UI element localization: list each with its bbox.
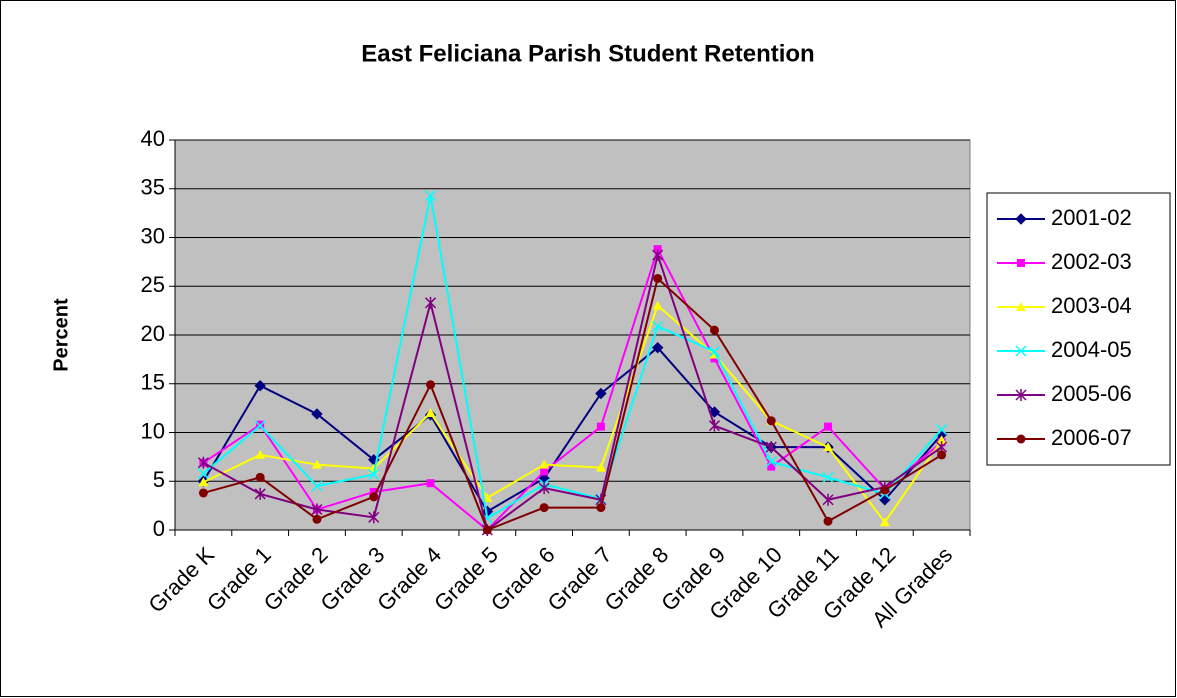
- marker: [879, 517, 890, 527]
- legend-label: 2002-03: [1051, 249, 1132, 274]
- marker: [595, 387, 607, 400]
- chart-title: East Feliciana Parish Student Retention: [361, 40, 814, 67]
- y-tick-label: 15: [141, 370, 165, 395]
- marker: [936, 435, 947, 445]
- marker: [1016, 434, 1026, 444]
- legend-entry: 2004-05: [997, 337, 1132, 362]
- marker: [823, 442, 834, 452]
- series-line: [202, 195, 943, 520]
- marker: [311, 480, 323, 492]
- y-tick-label: 40: [141, 126, 165, 151]
- marker: [595, 462, 606, 472]
- marker: [368, 468, 380, 480]
- y-tick-label: 30: [141, 223, 165, 248]
- marker: [824, 422, 833, 431]
- marker: [708, 406, 721, 418]
- series-line: [202, 246, 943, 532]
- marker: [311, 408, 323, 420]
- marker: [311, 503, 323, 516]
- legend-label: 2006-07: [1051, 425, 1132, 450]
- marker: [255, 472, 265, 482]
- series-line: [202, 346, 943, 513]
- marker: [198, 488, 208, 498]
- marker: [539, 459, 550, 469]
- marker: [426, 380, 436, 390]
- marker: [254, 379, 266, 392]
- y-tick-label: 10: [141, 418, 165, 443]
- marker: [880, 485, 890, 495]
- legend-entry: 2006-07: [997, 425, 1132, 450]
- marker: [197, 467, 209, 479]
- marker: [1017, 259, 1025, 267]
- marker: [596, 503, 606, 513]
- marker: [369, 487, 378, 496]
- y-tick-label: 0: [153, 516, 165, 541]
- marker: [368, 463, 379, 473]
- marker: [425, 408, 436, 417]
- marker: [425, 296, 437, 309]
- legend-label: 2003-04: [1051, 293, 1132, 318]
- marker: [255, 449, 266, 459]
- marker: [765, 456, 777, 468]
- marker: [936, 424, 948, 436]
- marker: [312, 514, 322, 524]
- marker: [709, 325, 719, 335]
- marker: [765, 441, 777, 454]
- marker: [369, 492, 379, 502]
- marker: [482, 525, 492, 535]
- legend-entry: 2003-04: [997, 293, 1132, 318]
- marker: [539, 503, 549, 513]
- marker: [311, 459, 322, 469]
- legend-label: 2004-05: [1051, 337, 1132, 362]
- legend-box: [986, 192, 1171, 466]
- marker: [652, 300, 663, 310]
- legend-entry: 2002-03: [997, 249, 1132, 274]
- marker: [1015, 213, 1027, 225]
- y-tick-label: 35: [141, 175, 165, 200]
- marker: [368, 511, 380, 524]
- marker: [1016, 302, 1026, 311]
- marker: [198, 477, 209, 487]
- marker: [197, 456, 209, 469]
- marker: [596, 422, 605, 431]
- marker: [254, 487, 266, 500]
- marker: [708, 419, 720, 432]
- legend-entry: 2001-02: [997, 205, 1132, 230]
- series-line: [202, 304, 943, 524]
- y-tick-label: 5: [153, 467, 165, 492]
- y-axis-label: Percent: [50, 298, 72, 372]
- marker: [653, 273, 663, 283]
- marker: [822, 471, 834, 483]
- marker: [652, 249, 664, 262]
- legend-entry: 2005-06: [997, 381, 1132, 406]
- marker: [937, 450, 947, 460]
- marker: [767, 462, 776, 471]
- marker: [538, 482, 550, 495]
- marker: [822, 493, 834, 506]
- marker: [254, 420, 266, 432]
- marker: [1015, 345, 1027, 357]
- marker: [766, 416, 776, 426]
- legend-label: 2001-02: [1051, 205, 1132, 230]
- marker: [425, 190, 437, 202]
- y-tick-label: 20: [141, 321, 165, 346]
- series-line: [203, 276, 943, 532]
- marker: [1015, 389, 1027, 401]
- marker: [540, 467, 549, 476]
- marker: [651, 341, 664, 354]
- legend-label: 2005-06: [1051, 381, 1132, 406]
- y-tick-label: 25: [141, 272, 165, 297]
- marker: [426, 479, 435, 488]
- marker: [823, 516, 833, 526]
- series-line: [202, 251, 943, 532]
- marker: [652, 320, 664, 332]
- marker: [708, 346, 720, 358]
